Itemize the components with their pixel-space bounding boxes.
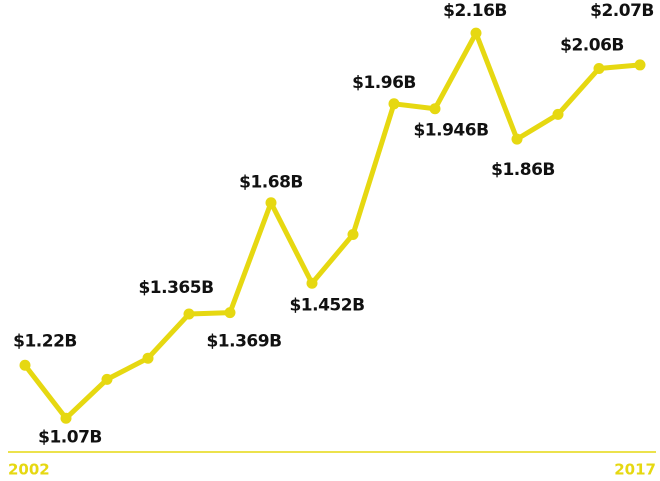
value-label: $1.369B (206, 332, 281, 352)
value-label: $1.365B (138, 278, 213, 298)
point (552, 108, 564, 120)
value-label: $2.07B (590, 1, 654, 21)
point (470, 27, 482, 39)
point (388, 98, 400, 110)
point (60, 412, 72, 424)
point (101, 373, 113, 385)
value-label: $1.86B (491, 160, 555, 180)
point (593, 62, 605, 74)
x-tick-label: 2002 (8, 461, 50, 479)
point (634, 59, 646, 71)
point (306, 277, 318, 289)
point (429, 103, 441, 115)
x-tick-label: 2017 (614, 461, 656, 479)
value-label: $1.07B (38, 427, 102, 447)
point (19, 359, 31, 371)
value-label: $2.06B (560, 35, 624, 55)
value-label: $1.452B (289, 295, 364, 315)
point (265, 197, 277, 209)
point (142, 352, 154, 364)
point (224, 307, 236, 319)
point (511, 133, 523, 145)
point (347, 229, 359, 241)
value-label: $1.68B (239, 173, 303, 193)
value-label: $1.946B (413, 121, 488, 141)
value-label: $1.96B (352, 73, 416, 93)
value-label: $2.16B (443, 1, 507, 21)
value-label: $1.22B (13, 331, 77, 351)
point (183, 308, 195, 320)
line (23, 30, 641, 421)
